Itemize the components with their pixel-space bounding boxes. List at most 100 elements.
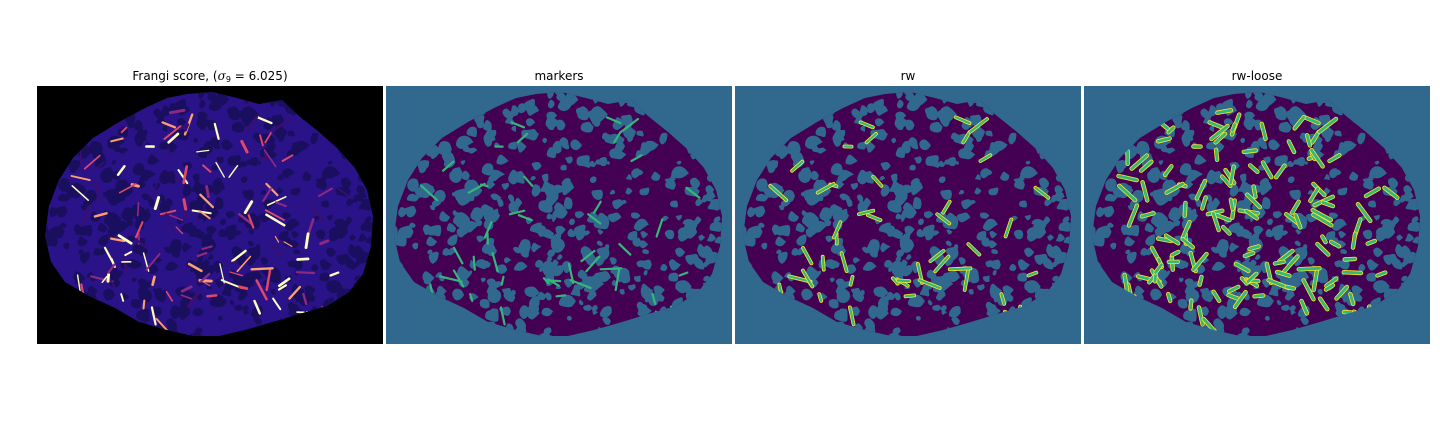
marker-segment xyxy=(555,294,567,298)
segment-fill xyxy=(840,252,848,273)
ridge-highlight xyxy=(265,182,279,197)
ridge-highlight xyxy=(80,204,92,227)
segment-fill xyxy=(1117,174,1139,182)
segment-fill xyxy=(1311,208,1333,222)
segment-fill xyxy=(1227,285,1240,293)
ridge-highlight xyxy=(281,154,294,162)
marker-segment xyxy=(678,271,689,277)
ridge-highlight xyxy=(110,137,124,143)
segment-fill xyxy=(1248,164,1259,174)
ridge-highlight xyxy=(187,262,203,273)
ridge-highlight xyxy=(243,200,254,215)
segment-fill xyxy=(1198,275,1203,287)
segment-fill xyxy=(848,306,855,326)
ridge-highlight xyxy=(124,250,133,257)
segment-fill xyxy=(1214,148,1219,162)
ridge-highlight xyxy=(264,209,285,221)
segment-fill xyxy=(918,279,941,290)
segment-fill xyxy=(929,249,945,263)
segment-fill xyxy=(948,267,972,271)
segment-fill xyxy=(1312,268,1319,292)
segment-fill xyxy=(1282,255,1299,273)
ridge-highlight xyxy=(256,116,273,125)
panel-title-markers: markers xyxy=(534,69,584,83)
segment-fill xyxy=(818,293,823,302)
ridge-highlight xyxy=(71,185,90,201)
marker-segment xyxy=(420,184,439,202)
segment-fill xyxy=(1382,186,1399,200)
ridge-highlight xyxy=(255,279,268,301)
marker-segment xyxy=(439,275,463,283)
segment-fill xyxy=(857,209,875,216)
segment-fill xyxy=(1141,180,1149,202)
segment-fill xyxy=(1297,266,1321,271)
ridge-highlight xyxy=(199,272,211,283)
marker-segment xyxy=(441,160,455,172)
segment-fill xyxy=(963,268,970,292)
segment-fill xyxy=(801,246,813,265)
ridge-highlight xyxy=(174,175,184,187)
segment-fill xyxy=(1303,115,1320,125)
marker-segment xyxy=(499,306,506,326)
segment-fill xyxy=(1275,270,1291,278)
segment-fill xyxy=(1210,124,1229,141)
ridge-highlight xyxy=(177,169,189,185)
ridge-highlight xyxy=(317,187,333,198)
segment-fill xyxy=(801,269,814,288)
segment-fill xyxy=(1227,293,1242,301)
marker-segment xyxy=(580,249,596,263)
marker-segment xyxy=(620,117,640,133)
segment-fill xyxy=(1248,244,1261,251)
ridge-highlight xyxy=(134,237,148,249)
ridge-highlight xyxy=(264,131,273,144)
segment-fill xyxy=(1315,242,1330,257)
marker-segment xyxy=(523,175,534,187)
title-text: Frangi score, ( xyxy=(132,69,218,83)
ridge-highlight xyxy=(117,234,133,245)
segment-fill xyxy=(1245,209,1259,220)
marker-segment xyxy=(517,214,533,222)
segment-fill xyxy=(1240,276,1249,285)
ridge-highlight xyxy=(165,212,173,231)
ridge-highlight xyxy=(116,165,126,177)
segment-fill xyxy=(891,277,899,285)
marker-segment xyxy=(651,293,657,305)
panel-title-rw-loose: rw-loose xyxy=(1231,69,1283,83)
segment-fill xyxy=(1156,137,1172,143)
markers-image-canvas xyxy=(386,86,732,344)
ridge-highlight xyxy=(163,125,182,140)
ridge-highlight xyxy=(194,277,201,285)
marker-segment xyxy=(685,186,701,199)
segment-fill xyxy=(1165,182,1185,195)
segment-fill xyxy=(1220,175,1232,188)
ridge-highlight xyxy=(201,245,213,251)
segment-fill xyxy=(1302,278,1315,301)
ridge-highlight xyxy=(263,149,277,168)
ridge-highlight xyxy=(336,186,352,199)
segment-fill xyxy=(1233,290,1248,309)
segment-fill xyxy=(1153,273,1157,283)
segment-fill xyxy=(1231,123,1237,132)
ridge-highlight xyxy=(182,165,189,185)
segment-fill xyxy=(1293,115,1306,130)
segment-fill xyxy=(866,214,882,222)
marker-segment xyxy=(508,209,526,216)
marker-segment xyxy=(655,218,664,238)
segment-fill xyxy=(865,132,878,144)
segment-fill xyxy=(1260,122,1268,141)
ridge-highlight xyxy=(151,275,156,287)
ridge-highlight xyxy=(272,297,282,311)
segment-fill xyxy=(1197,305,1204,326)
segment-fill xyxy=(1139,160,1153,173)
ridge-highlight xyxy=(101,275,108,284)
ridge-highlight xyxy=(278,277,291,288)
ridge-highlight xyxy=(228,164,239,178)
segment-fill xyxy=(979,154,992,163)
segment-fill xyxy=(1320,235,1328,244)
ridge-highlight xyxy=(106,273,111,283)
segment-fill xyxy=(1167,126,1175,134)
ridge-highlight xyxy=(134,221,144,239)
segment-fill xyxy=(769,184,788,202)
segment-fill xyxy=(1195,179,1207,200)
